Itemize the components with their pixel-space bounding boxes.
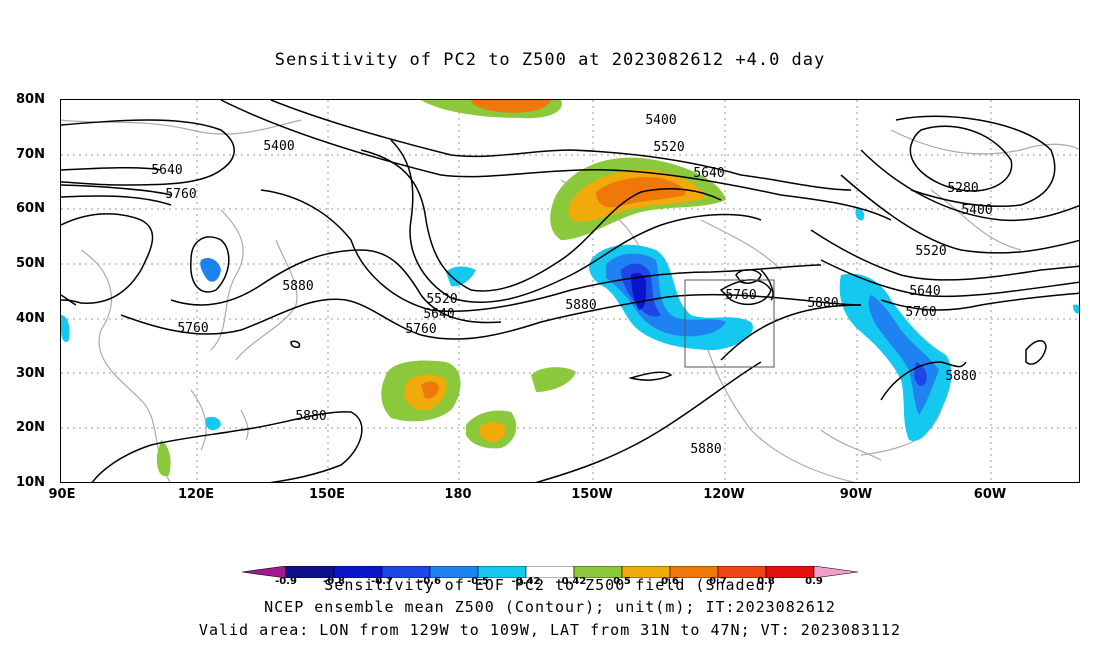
footer-line-1: NCEP ensemble mean Z500 (Contour); unit(…: [264, 598, 836, 616]
lon-label-180: 180: [444, 487, 472, 502]
contour-label: 5400: [263, 139, 294, 154]
colorbar-tick-label: 0.7: [709, 576, 727, 587]
colorbar-tick-label: -0.9: [275, 576, 297, 587]
colorbar-tick-label: -0.5: [467, 576, 489, 587]
lat-label-40n: 40N: [16, 311, 45, 326]
colorbar-tick-label: 0.9: [805, 576, 823, 587]
colorbar-tick-label: -0.7: [371, 576, 393, 587]
lat-label-70n: 70N: [16, 147, 45, 162]
contour-label: 5640: [423, 307, 454, 322]
colorbar-tick-label: 0.8: [757, 576, 775, 587]
contour-label: 5880: [565, 298, 596, 313]
coastlines: [61, 119, 1079, 482]
z500-contours: [61, 100, 1079, 482]
colorbar-title: Sensitivity of EOF PC2 to Z500 field (Sh…: [324, 576, 776, 594]
lat-label-30n: 30N: [16, 366, 45, 381]
contour-label: 5760: [177, 321, 208, 336]
lat-label-20n: 20N: [16, 420, 45, 435]
contour-label: 5880: [690, 442, 721, 457]
colorbar: [242, 566, 858, 578]
lon-label-120w: 120W: [703, 487, 745, 502]
contour-label: 5520: [426, 292, 457, 307]
lon-label-90e: 90E: [48, 487, 76, 502]
contour-label: 5640: [909, 284, 940, 299]
contour-label-group: 5400 5400 5520 5640 5640 5760 5280 5400 …: [151, 113, 992, 457]
contour-label: 5520: [653, 140, 684, 155]
contour-label: 5400: [645, 113, 676, 128]
contour-label: 5880: [807, 296, 838, 311]
colorbar-tick-label: 0.5: [613, 576, 631, 587]
contour-label: 5760: [165, 187, 196, 202]
contour-label: 5760: [905, 305, 936, 320]
colorbar-max-triangle: [813, 566, 858, 578]
contour-label: 5400: [961, 203, 992, 218]
lat-label-10n: 10N: [16, 475, 45, 490]
contour-label: 5760: [725, 288, 756, 303]
map-canvas: 5400 5400 5520 5640 5640 5760 5280 5400 …: [61, 100, 1079, 482]
colorbar-tick-label: -0.8: [323, 576, 345, 587]
colorbar-tick-label: 0.42: [561, 576, 587, 587]
lat-label-80n: 80N: [16, 92, 45, 107]
contour-label: 5280: [947, 181, 978, 196]
valid-area-box: [684, 279, 775, 368]
colorbar-tick-labels: -0.9 -0.8 -0.7 -0.6 -0.5 -0.42 0.42 0.5 0.6 0.7 0.…: [0, 576, 1100, 590]
contour-label: 5880: [295, 409, 326, 424]
negative-sensitivity-shading: [61, 208, 1079, 441]
colorbar-tick-label: -0.42: [511, 576, 541, 587]
colorbar-tick-label: -0.6: [419, 576, 441, 587]
lon-label-150e: 150E: [308, 487, 346, 502]
positive-sensitivity-shading: [156, 100, 726, 477]
contour-label: 5880: [282, 279, 313, 294]
contour-label: 5640: [693, 166, 724, 181]
lat-label-50n: 50N: [16, 256, 45, 271]
map-panel: 5400 5400 5520 5640 5640 5760 5280 5400 …: [60, 99, 1080, 483]
footer-line-2: Valid area: LON from 129W to 109W, LAT f…: [198, 621, 902, 639]
map-title: Sensitivity of PC2 to Z500 at 2023082612…: [274, 50, 826, 70]
contour-label: 5760: [405, 322, 436, 337]
lon-label-120e: 120E: [177, 487, 215, 502]
contour-label: 5880: [945, 369, 976, 384]
contour-label: 5520: [915, 244, 946, 259]
lon-label-60w: 60W: [973, 487, 1007, 502]
colorbar-tick-label: 0.6: [661, 576, 679, 587]
lon-label-90w: 90W: [839, 487, 873, 502]
contour-label: 5640: [151, 163, 182, 178]
lon-label-150w: 150W: [571, 487, 613, 502]
lat-label-60n: 60N: [16, 201, 45, 216]
